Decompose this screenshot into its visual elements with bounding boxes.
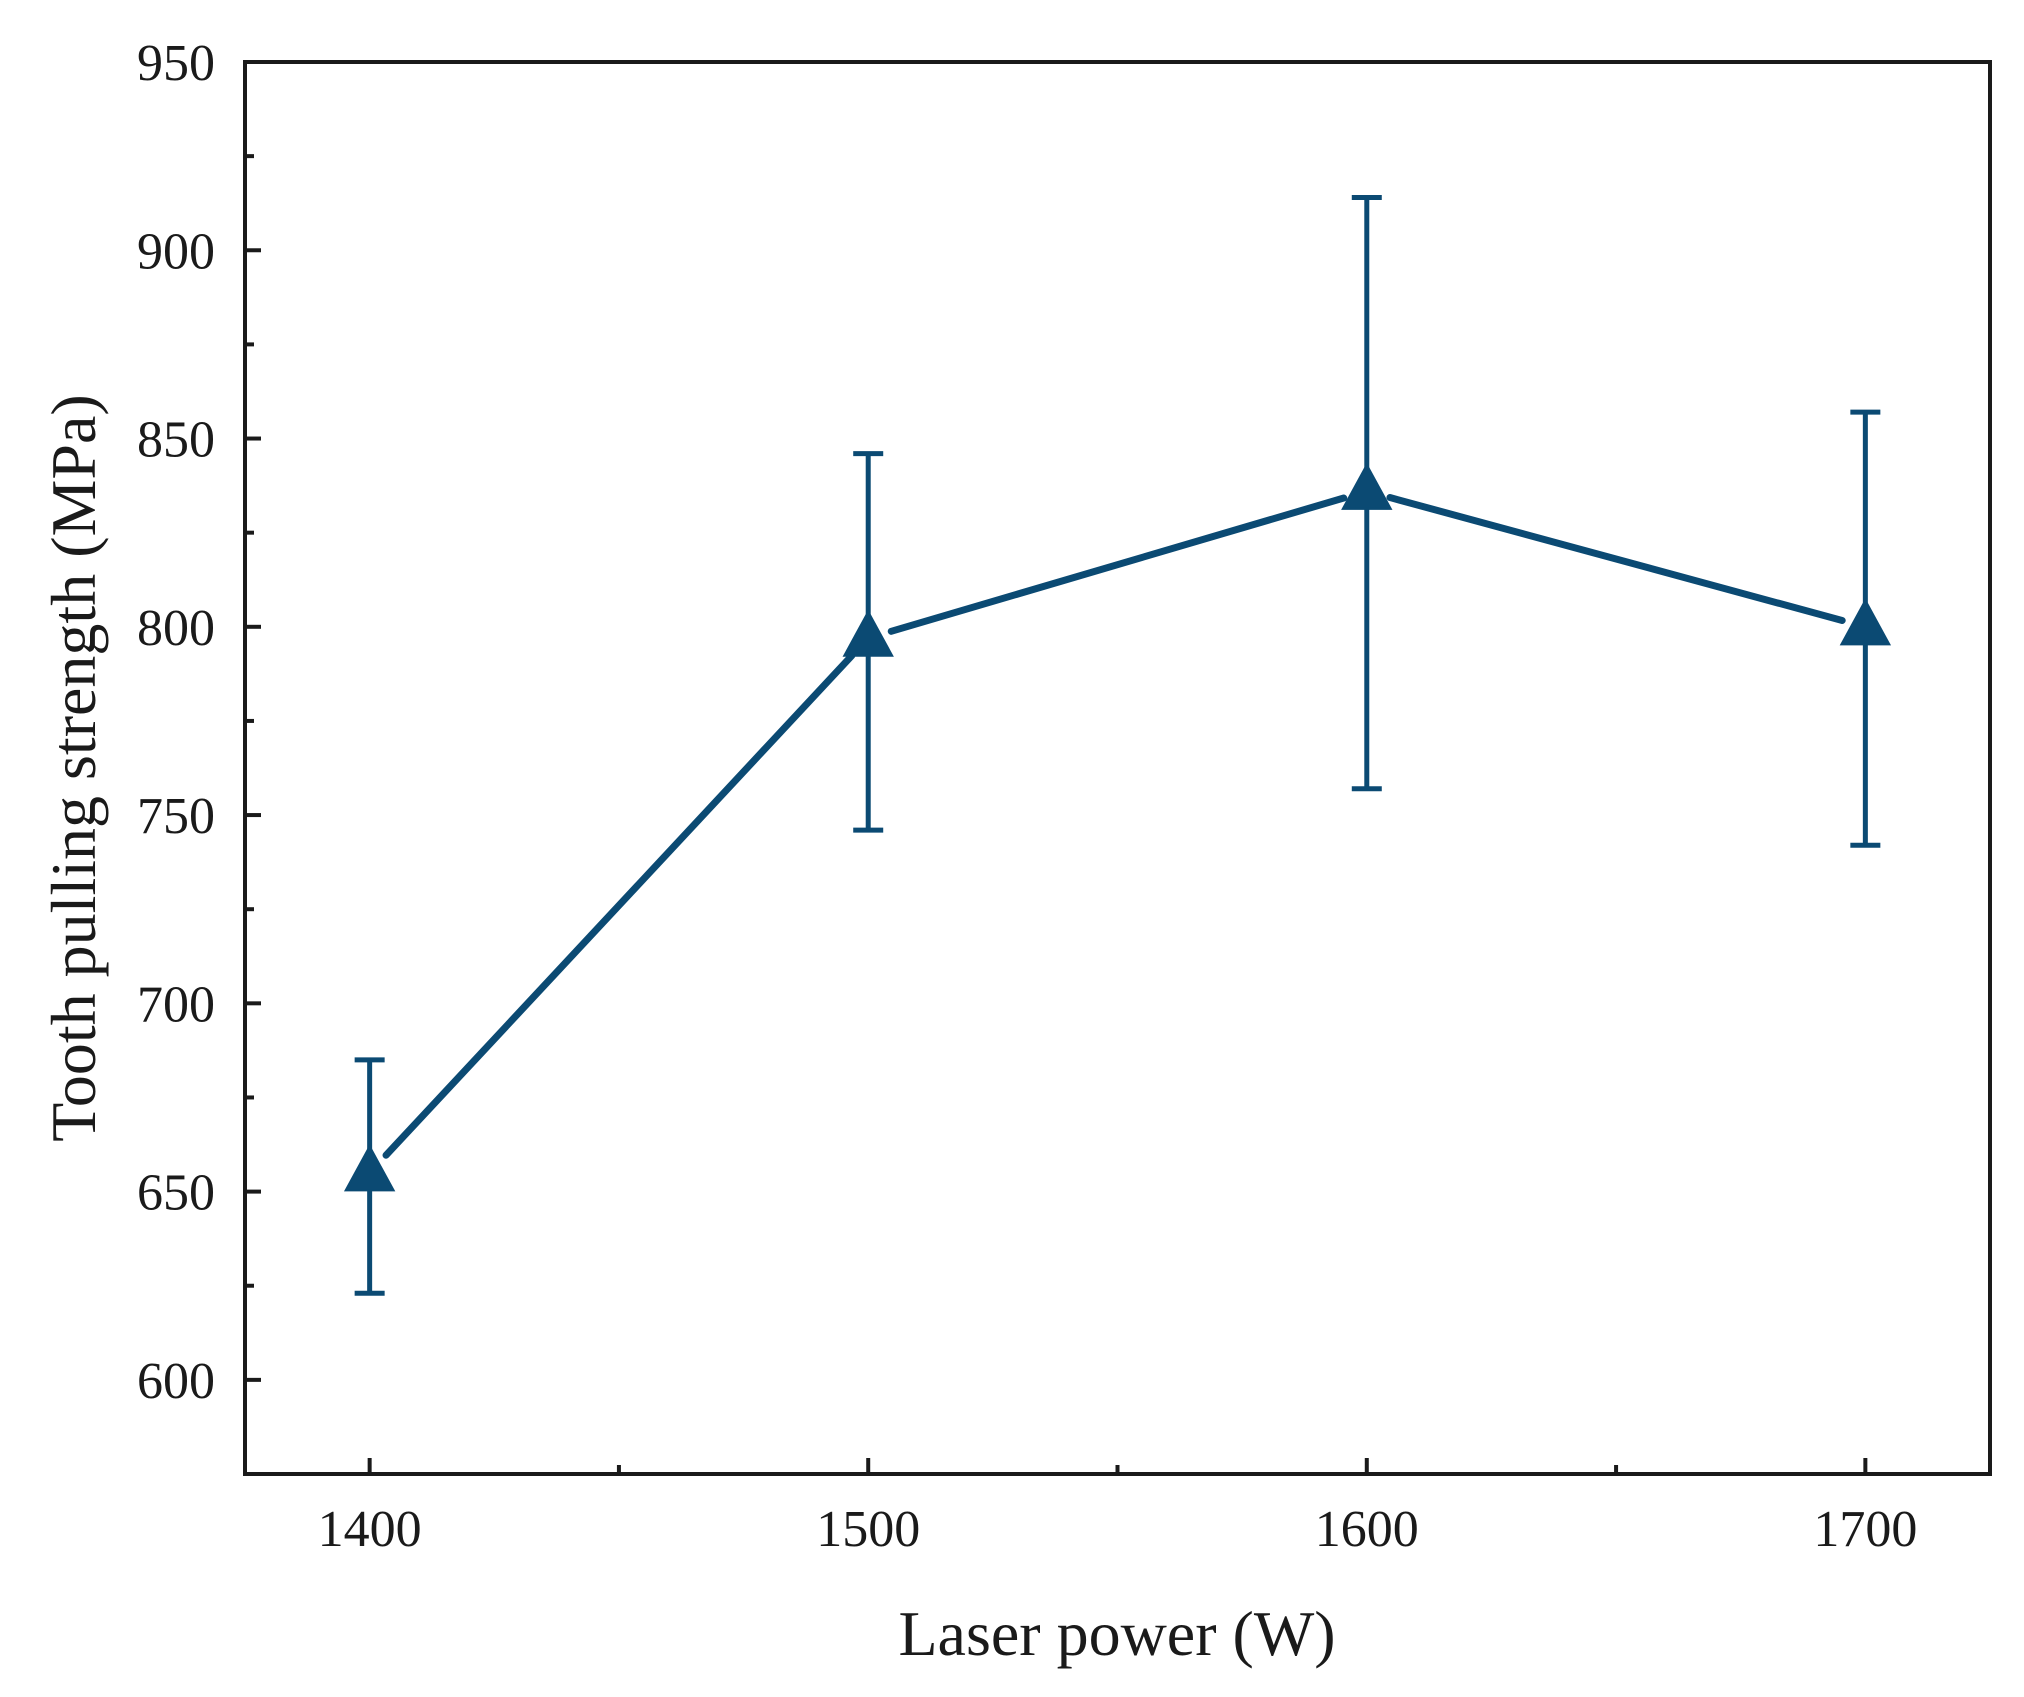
series-line-segment: [887, 494, 1348, 635]
y-tick-label: 600: [137, 1353, 215, 1410]
plot-frame: [243, 60, 1992, 1476]
error-bars: [354, 195, 1881, 1296]
data-point-marker: [842, 609, 894, 657]
y-tick-label: 950: [137, 35, 215, 92]
axis-tick-labels: 1400 1500 1600 1700 600 650 700 750 800 850 900 950: [137, 35, 1917, 1558]
y-tick-label: 700: [137, 976, 215, 1033]
y-tick-label: 650: [137, 1165, 215, 1222]
series-line-segment: [1386, 494, 1846, 625]
y-axis-title: Tooth pulling strength (MPa): [38, 394, 109, 1141]
x-axis-title: Laser power (W): [898, 1598, 1335, 1669]
series-markers: [343, 462, 1892, 1192]
data-point-marker: [1839, 598, 1892, 646]
data-point-marker: [1341, 462, 1393, 510]
x-tick-label: 1500: [816, 1501, 920, 1558]
axis-ticks: [245, 60, 1868, 1474]
x-tick-label: 1400: [318, 1501, 422, 1558]
y-tick-label: 750: [137, 788, 215, 845]
y-tick-label: 900: [137, 223, 215, 280]
series-lines: [382, 494, 1846, 1159]
series-line-segment: [382, 652, 856, 1159]
x-tick-label: 1600: [1315, 1501, 1419, 1558]
data-point-marker: [343, 1144, 396, 1192]
y-tick-label: 850: [137, 412, 215, 469]
x-tick-label: 1700: [1813, 1501, 1917, 1558]
y-tick-label: 800: [137, 600, 215, 657]
